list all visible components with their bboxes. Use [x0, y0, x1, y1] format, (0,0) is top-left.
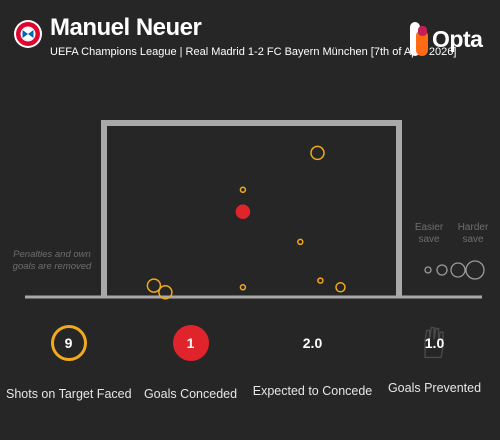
save-point: [146, 278, 162, 293]
goalkeeper-glove-icon: [424, 327, 444, 359]
stat-label: Shots on Target Faced: [6, 387, 132, 401]
legend-size-circle: [436, 264, 448, 276]
legend-size-circle: [450, 262, 466, 278]
goal-point: [235, 204, 251, 219]
save-point: [158, 285, 173, 300]
save-point: [310, 145, 325, 161]
stat-goals-prevented: 1.0 Goals Prevented: [372, 325, 497, 395]
shot-points: [146, 145, 346, 300]
opta-logo-icon: [410, 22, 428, 56]
stat-glove-wrap: 1.0: [372, 325, 497, 361]
stat-expected-to-concede: 2.0 Expected to Concede: [250, 325, 375, 398]
stat-label: Goals Prevented: [387, 381, 482, 395]
stat-value: 1.0: [424, 335, 445, 351]
page-title: Manuel Neuer: [50, 14, 202, 41]
stat-shots-on-target: 9 Shots on Target Faced: [6, 325, 132, 401]
stat-value: 9: [64, 335, 73, 351]
stat-label: Expected to Concede: [252, 384, 373, 398]
size-legend: [424, 260, 485, 280]
shot-map-chart: [25, 120, 485, 300]
chart-note: Penalties and own goals are removed: [12, 249, 92, 272]
stat-label: Goals Conceded: [143, 387, 238, 401]
save-point: [239, 186, 247, 194]
legend-size-circle: [465, 260, 485, 280]
save-point: [317, 277, 324, 284]
save-point: [297, 238, 304, 246]
stat-value: 1: [186, 335, 195, 351]
stat-goals-conceded: 1 Goals Conceded: [128, 325, 253, 401]
stat-filled-circle: 1: [172, 325, 209, 361]
legend-harder-label: Harder save: [457, 222, 489, 245]
fc-bayern-crest-icon: [14, 20, 42, 48]
save-point: [239, 284, 247, 291]
legend-size-circle: [424, 266, 432, 274]
brand-wordmark: Opta: [432, 26, 483, 52]
header: Manuel Neuer UEFA Champions League | Rea…: [0, 0, 500, 80]
save-point: [335, 282, 346, 293]
goal-frame: [101, 120, 402, 297]
stat-ring: 9: [50, 325, 87, 361]
stat-value: 2.0: [302, 335, 323, 351]
match-subtitle: UEFA Champions League | Real Madrid 1-2 …: [50, 46, 457, 58]
legend-easier-label: Easier save: [414, 222, 444, 245]
